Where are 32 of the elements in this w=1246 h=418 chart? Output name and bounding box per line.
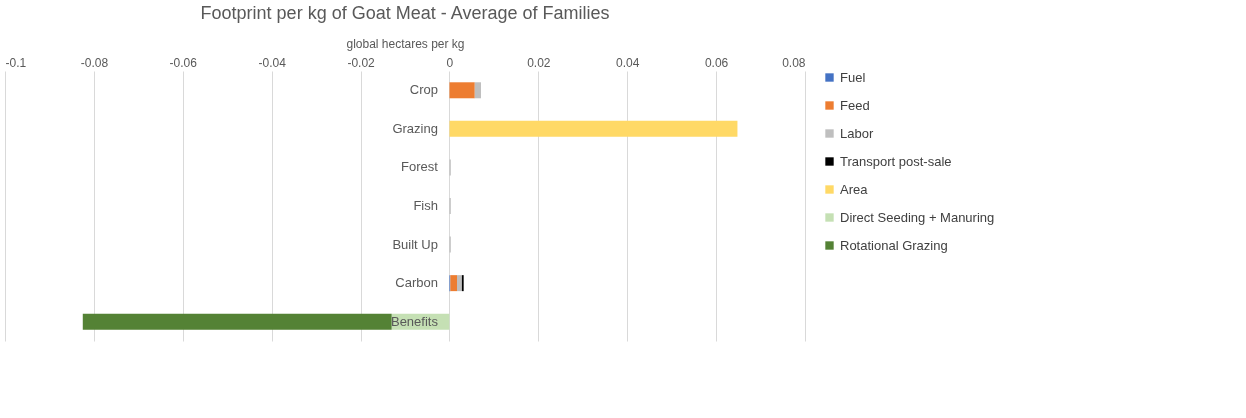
x-tick-label: -0.1 xyxy=(5,55,27,70)
legend-label: Transport post-sale xyxy=(840,153,952,169)
x-tick-label: -0.06 xyxy=(169,55,198,70)
chart-title: Footprint per kg of Goat Meat - Average of Families xyxy=(200,3,610,23)
y-tick-label: Crop xyxy=(409,82,438,98)
bar xyxy=(450,275,457,292)
legend-label: Direct Seeding + Manuring xyxy=(840,209,995,225)
bar xyxy=(457,275,462,292)
legend-label: Feed xyxy=(840,97,870,113)
y-tick-label: Benefits xyxy=(390,313,439,329)
y-tick-label: Carbon xyxy=(395,275,438,291)
y-tick-label: Fish xyxy=(413,198,438,213)
legend-label: Area xyxy=(840,181,869,197)
x-tick-label: 0.08 xyxy=(782,55,806,70)
legend-label: Labor xyxy=(840,125,874,141)
bar xyxy=(449,120,738,137)
x-tick-label: 0 xyxy=(446,55,454,70)
bar xyxy=(474,82,481,99)
legend-label: Rotational Grazing xyxy=(840,237,948,253)
legend-label: Fuel xyxy=(840,69,866,85)
y-tick-label: Grazing xyxy=(392,120,438,136)
x-tick-label: -0.08 xyxy=(80,55,109,70)
bar xyxy=(449,82,475,99)
x-tick-label: -0.02 xyxy=(347,55,376,70)
y-tick-label: Forest xyxy=(401,159,439,175)
x-tick-label: -0.04 xyxy=(258,55,287,70)
x-axis-title: global hectares per kg xyxy=(346,36,465,51)
bar xyxy=(82,313,392,330)
x-tick-label: 0.04 xyxy=(616,55,640,70)
x-tick-label: 0.06 xyxy=(704,55,729,70)
x-tick-label: 0.02 xyxy=(527,55,551,70)
y-tick-label: Built Up xyxy=(392,236,438,252)
